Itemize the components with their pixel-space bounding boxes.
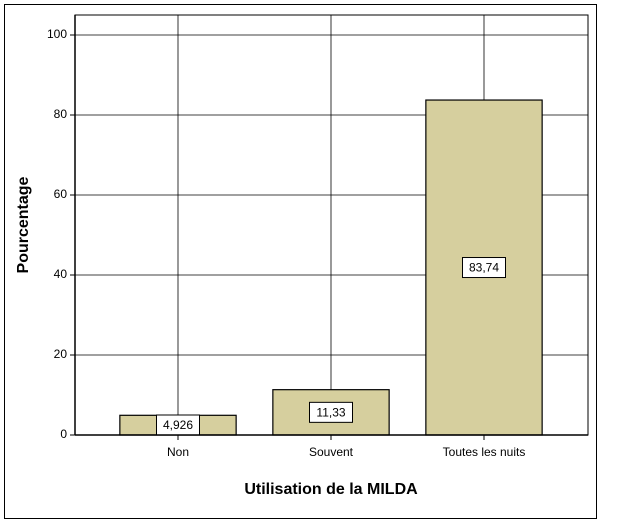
value-label: 4,926: [163, 418, 193, 432]
y-tick-label: 60: [54, 187, 68, 201]
y-tick-label: 20: [54, 347, 68, 361]
value-label-box: [462, 257, 506, 279]
y-tick-label: 0: [60, 427, 67, 441]
x-tick-label: Souvent: [309, 445, 354, 459]
x-axis-title: Utilisation de la MILDA: [244, 481, 418, 498]
x-tick-label: Non: [167, 445, 189, 459]
x-tick-label: Toutes les nuits: [443, 445, 526, 459]
y-tick-label: 80: [54, 107, 68, 121]
y-tick-label: 100: [47, 27, 67, 41]
value-label-box: [309, 401, 353, 423]
value-label: 11,33: [316, 406, 345, 420]
y-axis-title: Pourcentage: [15, 176, 32, 273]
y-tick-label: 40: [54, 267, 68, 281]
value-label: 83,74: [469, 261, 499, 275]
